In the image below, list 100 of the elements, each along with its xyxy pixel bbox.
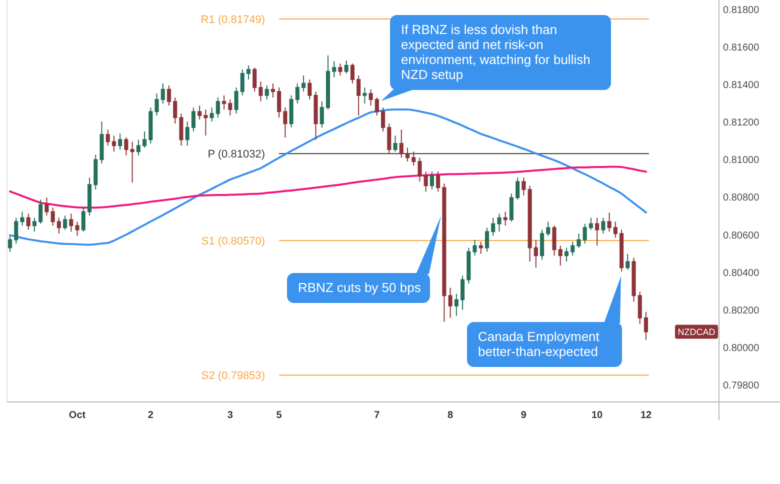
candlestick <box>570 241 575 256</box>
candlestick <box>308 78 312 100</box>
candlestick <box>595 217 600 246</box>
candlestick <box>20 211 24 226</box>
candlestick <box>38 199 43 224</box>
candlestick <box>582 223 587 244</box>
x-tick-label: Oct <box>68 410 86 421</box>
candlestick <box>552 225 556 256</box>
candlestick <box>405 147 410 162</box>
y-tick-label: 0.80800 <box>723 192 760 204</box>
x-tick-label: 12 <box>640 410 652 421</box>
candlestick <box>564 247 569 262</box>
y-tick-label: 0.81400 <box>723 80 760 92</box>
candlestick <box>166 84 172 106</box>
candlestick <box>75 221 80 236</box>
candlestick <box>234 87 238 114</box>
candlestick <box>374 96 379 116</box>
y-tick-label: 0.79800 <box>723 380 760 392</box>
candlestick <box>270 82 275 98</box>
ref-line-label: S2 (0.79853) <box>201 370 265 382</box>
x-tick-label: 10 <box>592 410 604 421</box>
candlestick <box>576 233 581 248</box>
candlestick <box>204 109 208 136</box>
ref-line-label: R1 (0.81749) <box>200 14 265 26</box>
candlestick <box>509 193 514 222</box>
candlestick <box>424 171 428 192</box>
candlestick <box>436 171 440 192</box>
candlestick <box>540 229 544 260</box>
candlestick <box>314 90 318 140</box>
candlestick <box>44 197 49 216</box>
candlestick <box>118 133 122 150</box>
candlestick <box>626 253 630 270</box>
candlestick <box>448 287 452 318</box>
candlestick <box>368 88 373 106</box>
candlestick <box>26 213 30 230</box>
candlestick <box>466 247 471 284</box>
x-tick-label: 8 <box>448 410 454 421</box>
candlestick <box>350 62 354 84</box>
candlestick <box>179 112 184 146</box>
candlestick <box>246 64 251 80</box>
candlestick <box>252 66 257 92</box>
candlestick <box>87 177 92 216</box>
candlestick <box>644 311 648 340</box>
candlestick <box>154 93 159 116</box>
candlestick <box>277 87 282 118</box>
y-tick-label: 0.81200 <box>723 118 760 129</box>
ref-line-label: P (0.81032) <box>208 148 265 161</box>
candlestick <box>442 183 446 322</box>
candlestick <box>326 54 330 110</box>
candlestick <box>588 217 593 230</box>
ref-line-label: S1 (0.80570) <box>201 235 265 248</box>
candlestick <box>14 217 18 244</box>
candlestick <box>344 60 348 74</box>
candlestick <box>185 121 190 146</box>
candlestick <box>497 213 502 232</box>
candlestick <box>240 69 244 96</box>
candlestick <box>32 217 36 232</box>
y-tick-label: 0.80200 <box>723 305 760 316</box>
line-series <box>9 166 647 209</box>
y-tick-label: 0.80000 <box>723 343 760 354</box>
candlestick <box>264 84 269 100</box>
candlestick <box>632 257 636 302</box>
candlestick <box>8 235 12 252</box>
annotation: Canada Employment better-than-expected <box>478 329 600 359</box>
candlestick <box>142 130 147 148</box>
candlestick <box>528 185 532 262</box>
candlestick <box>289 94 294 128</box>
y-tick-label: 0.81800 <box>723 4 760 16</box>
y-tick-label: 0.80600 <box>723 230 760 242</box>
candlestick <box>69 213 74 232</box>
candlestick <box>228 99 232 116</box>
candlestick <box>173 96 178 124</box>
candlestick <box>50 207 55 226</box>
candlestick <box>198 105 202 120</box>
candlestick <box>454 293 458 316</box>
x-tick-label: 2 <box>148 410 154 421</box>
candlestick <box>210 106 214 122</box>
candlestick <box>136 139 140 156</box>
candlestick <box>522 177 526 196</box>
candlestick <box>412 151 416 166</box>
x-tick-label: 7 <box>374 410 380 421</box>
candlestick <box>387 123 392 154</box>
candlestick <box>302 75 306 92</box>
y-tick-label: 0.80400 <box>723 268 760 279</box>
candlestick <box>106 129 110 146</box>
candlestick <box>491 217 496 236</box>
x-tick-label: 9 <box>520 410 527 421</box>
candlestick <box>362 87 367 104</box>
candlestick <box>320 100 324 128</box>
candlestick <box>399 129 404 158</box>
candlestick <box>503 211 508 226</box>
x-tick-label: 5 <box>276 410 282 421</box>
candlestick <box>295 82 300 104</box>
candlestick <box>478 241 483 254</box>
y-tick-label: 0.81000 <box>723 155 760 166</box>
candlestick <box>130 141 134 184</box>
candlestick <box>124 137 128 156</box>
annotation: RBNZ cuts by 50 bps <box>298 280 422 295</box>
candlestick <box>484 227 490 252</box>
x-tick-label: 3 <box>227 410 234 421</box>
